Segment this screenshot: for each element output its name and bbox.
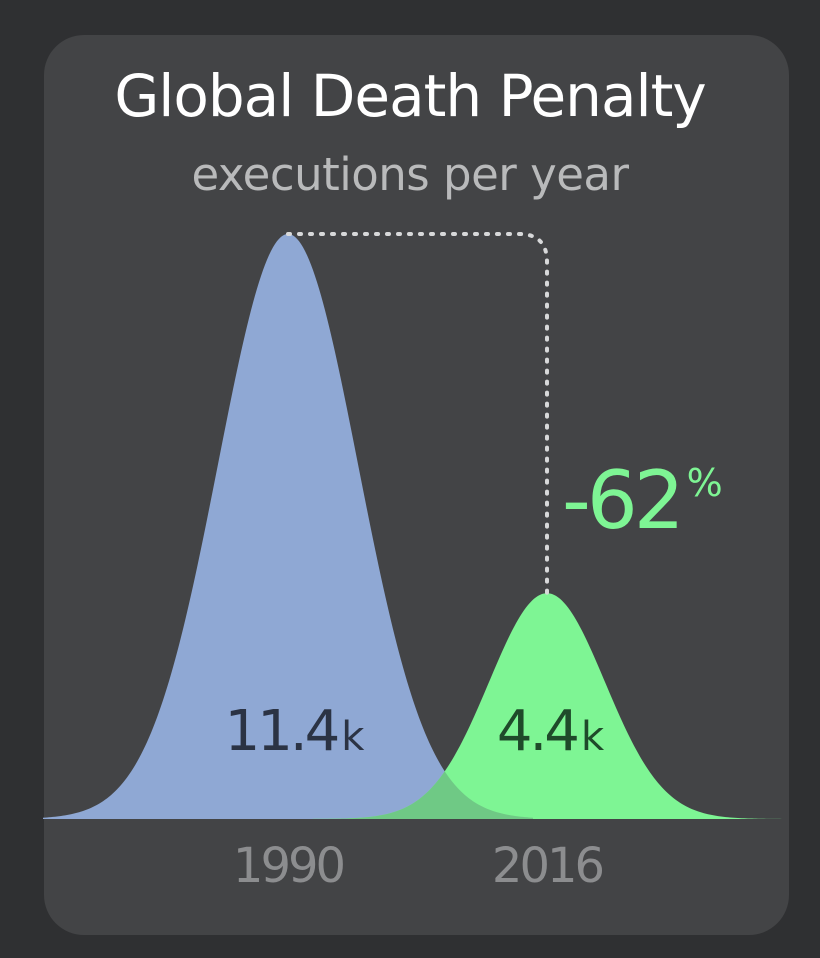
chart-subtitle: executions per year — [191, 148, 629, 201]
percent-change-annotation: -62% — [562, 454, 722, 547]
x-tick-label-2016: 2016 — [492, 838, 603, 894]
area-2016 — [312, 593, 782, 819]
area-1990 — [43, 234, 533, 819]
chart-title: Global Death Penalty — [114, 62, 706, 130]
change-connector — [286, 232, 549, 596]
x-tick-label-1990: 1990 — [233, 838, 344, 894]
